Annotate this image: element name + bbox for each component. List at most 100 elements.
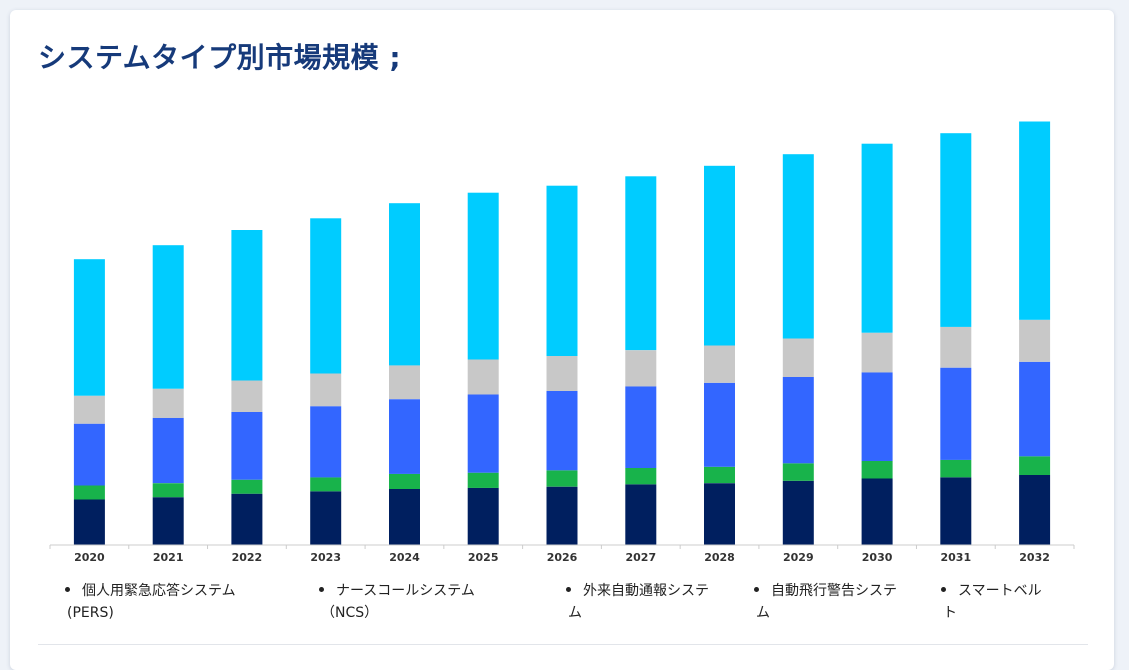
bar-segment-2022-series-1 [231, 479, 263, 494]
bars-group [73, 121, 1051, 545]
bar-segment-2020-series-2 [73, 423, 105, 486]
bar-segment-2029-series-2 [782, 377, 814, 464]
bar-segment-2029-series-3 [782, 338, 814, 377]
bar-segment-2031-series-4 [940, 133, 972, 327]
bar-segment-2021-series-0 [152, 497, 184, 545]
bar-segment-2027-series-3 [625, 350, 657, 387]
bar-segment-2026-series-3 [546, 356, 578, 391]
x-axis-ticks: 2020 2021 2022 2023 2024 2025 2026 2027 2028 2029… [49, 545, 1075, 564]
x-tick-label-2025: 2025 [468, 551, 499, 564]
bar-segment-2029-series-4 [782, 154, 814, 339]
x-tick-label-2026: 2026 [547, 551, 578, 564]
bar-segment-2021-series-3 [152, 388, 184, 418]
bar-segment-2021-series-2 [152, 417, 184, 484]
legend-item-pers: 個人用緊急応答システム (PERS) [65, 580, 236, 624]
legend-label-cont: ト [943, 605, 957, 621]
bar-segment-2028-series-2 [704, 382, 735, 467]
bar-segment-2031-series-2 [940, 367, 972, 460]
x-tick-label-2023: 2023 [310, 551, 341, 564]
bullet-icon [319, 586, 324, 592]
x-tick-label-2028: 2028 [704, 551, 735, 564]
bar-segment-2030-series-3 [861, 332, 893, 373]
x-tick-label-2021: 2021 [153, 551, 184, 564]
bar-segment-2032-series-4 [1019, 121, 1051, 320]
legend-label: 外来自動通報システ [583, 583, 709, 599]
bar-segment-2027-series-1 [625, 468, 657, 485]
x-tick-label-2029: 2029 [783, 551, 814, 564]
x-tick-label-2031: 2031 [940, 551, 971, 564]
bar-segment-2027-series-0 [625, 484, 657, 545]
bar-segment-2020-series-0 [73, 499, 105, 545]
bar-segment-2032-series-1 [1019, 456, 1051, 475]
bar-segment-2023-series-4 [310, 218, 342, 374]
divider [38, 644, 1088, 645]
bar-segment-2021-series-4 [152, 245, 184, 389]
bar-segment-2022-series-0 [231, 493, 263, 545]
bar-segment-2027-series-4 [625, 176, 657, 351]
legend-label-cont: （NCS） [321, 605, 379, 621]
bar-segment-2032-series-3 [1019, 319, 1051, 362]
legend-label-cont: ム [568, 605, 582, 621]
page-title: システムタイプ別市場規模 ; [38, 41, 402, 74]
bar-segment-2025-series-2 [467, 394, 499, 473]
bar-segment-2027-series-2 [625, 386, 657, 468]
x-tick-label-2032: 2032 [1019, 551, 1050, 564]
bar-segment-2020-series-4 [73, 259, 105, 396]
x-tick-label-2027: 2027 [625, 551, 656, 564]
stacked-bar-chart: 2020 2021 2022 2023 2024 2025 2026 2027 2028 2029… [49, 121, 1075, 564]
bar-segment-2022-series-4 [231, 230, 263, 381]
bar-segment-2031-series-3 [940, 326, 972, 368]
x-tick-label-2022: 2022 [232, 551, 263, 564]
bar-segment-2032-series-0 [1019, 475, 1051, 545]
bar-segment-2023-series-3 [310, 373, 342, 407]
chart-card: システムタイプ別市場規模 ; 2020 2021 2022 2023 2024 2025 2… [10, 10, 1114, 670]
bar-segment-2030-series-2 [861, 372, 893, 461]
bar-segment-2028-series-1 [704, 466, 735, 484]
bullet-icon [941, 586, 946, 592]
bar-segment-2030-series-0 [861, 478, 893, 545]
bar-segment-2024-series-1 [389, 473, 420, 489]
bar-segment-2031-series-0 [940, 477, 972, 545]
legend-label: 自動飛行警告システ [771, 583, 897, 599]
bullet-icon [65, 586, 70, 592]
legend-label-cont: ム [756, 605, 770, 621]
bar-segment-2029-series-1 [782, 463, 814, 481]
bar-segment-2023-series-1 [310, 477, 342, 492]
bar-segment-2024-series-4 [389, 203, 420, 366]
bar-segment-2024-series-0 [389, 489, 420, 545]
bar-segment-2025-series-0 [467, 487, 499, 545]
bar-segment-2026-series-2 [546, 391, 578, 471]
legend-label-cont: (PERS) [67, 605, 114, 621]
bar-segment-2023-series-2 [310, 406, 342, 478]
bar-segment-2031-series-1 [940, 459, 972, 478]
bar-segment-2026-series-1 [546, 470, 578, 487]
bar-segment-2022-series-3 [231, 380, 263, 412]
legend-item-outpatient: 外来自動通報システ ム [566, 580, 709, 624]
bar-segment-2028-series-0 [704, 483, 735, 545]
legend-label: ナースコールシステム [336, 583, 475, 599]
bar-segment-2029-series-0 [782, 480, 814, 545]
bar-segment-2030-series-1 [861, 461, 893, 479]
bar-segment-2026-series-4 [546, 185, 578, 356]
bar-segment-2024-series-2 [389, 399, 420, 474]
legend-label: スマートベル [958, 583, 1042, 599]
bar-segment-2032-series-2 [1019, 361, 1051, 457]
bar-segment-2026-series-0 [546, 486, 578, 545]
bar-segment-2024-series-3 [389, 365, 420, 400]
bar-segment-2030-series-4 [861, 143, 893, 333]
bar-segment-2022-series-2 [231, 412, 263, 480]
bar-segment-2020-series-1 [73, 485, 105, 500]
bar-segment-2028-series-4 [704, 165, 735, 346]
bar-segment-2020-series-3 [73, 395, 105, 424]
bar-segment-2021-series-1 [152, 483, 184, 498]
legend-item-ncs: ナースコールシステム （NCS） [319, 580, 475, 624]
x-tick-label-2020: 2020 [74, 551, 105, 564]
bullet-icon [566, 586, 571, 592]
bar-segment-2025-series-4 [467, 192, 499, 360]
legend-item-smart-belt: スマートベル ト [941, 580, 1042, 624]
legend: 個人用緊急応答システム (PERS) ナースコールシステム （NCS） 外来自動… [10, 580, 1114, 640]
bar-segment-2023-series-0 [310, 491, 342, 545]
legend-item-flight-warning: 自動飛行警告システ ム [754, 580, 897, 624]
x-tick-label-2030: 2030 [862, 551, 893, 564]
bar-segment-2028-series-3 [704, 345, 735, 383]
